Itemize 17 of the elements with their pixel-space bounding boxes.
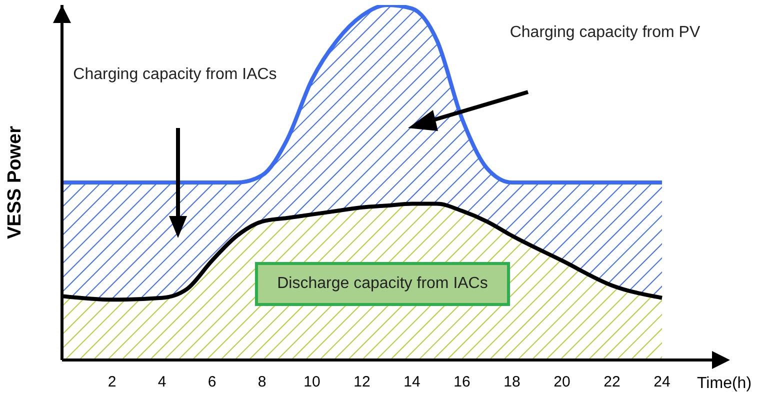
x-tick-label: 6 (208, 374, 216, 391)
x-tick-label: 10 (304, 374, 320, 391)
x-axis-title: Time(h) (697, 375, 752, 393)
x-tick-label: 20 (554, 374, 570, 391)
annotation: Charging capacity from IACs (72, 65, 278, 85)
annotation: Discharge capacity from IACs (255, 262, 510, 306)
x-tick-label: 24 (654, 374, 670, 391)
y-axis-title: VESS Power (4, 125, 26, 239)
x-tick-label: 8 (258, 374, 266, 391)
x-tick-label: 4 (158, 374, 166, 391)
x-tick-label: 22 (604, 374, 620, 391)
x-tick-label: 18 (504, 374, 520, 391)
x-tick-label: 16 (454, 374, 470, 391)
x-tick-label: 12 (354, 374, 370, 391)
annotation: Charging capacity from PV (508, 23, 702, 43)
x-tick-label: 14 (404, 374, 420, 391)
x-tick-label: 2 (108, 374, 116, 391)
